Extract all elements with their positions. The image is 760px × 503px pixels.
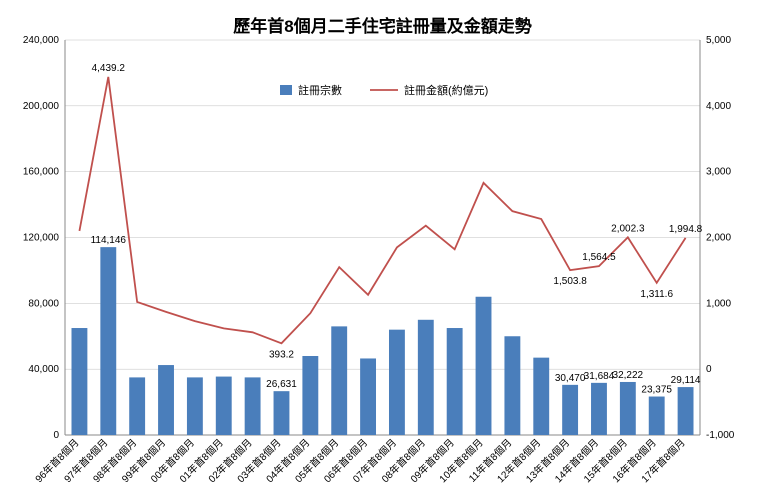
- bar: [71, 328, 87, 435]
- bar: [216, 377, 232, 435]
- chart-container: 0 40,000 80,000 120,000 160,000 200,000 240,00…: [0, 0, 760, 503]
- bar: [360, 358, 376, 435]
- line-value-label: 1,311.6: [640, 289, 673, 300]
- bar: [678, 387, 694, 435]
- bar-value-label: 29,114: [671, 375, 701, 386]
- chart-svg: 0 40,000 80,000 120,000 160,000 200,000 240,00…: [0, 0, 760, 503]
- right-axis-tick-label: 2,000: [706, 233, 731, 244]
- bar: [129, 377, 145, 435]
- bar: [389, 330, 405, 435]
- bar-value-label: 26,631: [266, 379, 297, 390]
- left-axis-tick-label: 240,000: [23, 35, 60, 46]
- line-value-label: 1,503.8: [553, 276, 587, 287]
- left-axis-tick-label: 120,000: [23, 233, 60, 244]
- bar: [245, 377, 261, 435]
- right-axis-tick-label: 4,000: [706, 101, 731, 112]
- right-axis-tick-label: 1,000: [706, 298, 731, 309]
- left-axis-tick-label: 160,000: [23, 167, 60, 178]
- bar: [418, 320, 434, 435]
- line-value-label: 1,994.8: [669, 224, 703, 235]
- bar-value-label: 30,470: [555, 373, 586, 384]
- left-axis-tick-label: 40,000: [28, 364, 59, 375]
- line-value-label: 2,002.3: [611, 223, 645, 234]
- bar: [331, 326, 347, 435]
- bar-value-label: 32,222: [613, 370, 644, 381]
- bar-value-label: 31,684: [584, 371, 615, 382]
- legend-line-label: 註冊金額(約億元): [404, 83, 488, 97]
- left-axis-tick-label: 200,000: [23, 101, 60, 112]
- bar: [504, 336, 520, 435]
- right-axis-tick-label: 5,000: [706, 35, 731, 46]
- bar: [476, 297, 492, 435]
- line-value-label: 4,439.2: [92, 63, 126, 74]
- bar: [274, 391, 290, 435]
- bar: [562, 385, 578, 435]
- bar: [591, 383, 607, 435]
- bar: [447, 328, 463, 435]
- left-axis-tick-label: 80,000: [28, 298, 59, 309]
- bar: [620, 382, 636, 435]
- right-axis-tick-label: -1,000: [706, 430, 735, 441]
- line-value-label: 393.2: [269, 349, 294, 360]
- bar: [533, 358, 549, 435]
- line-value-label: 1,564.5: [582, 252, 616, 263]
- bar: [302, 356, 318, 435]
- left-axis-tick-label: 0: [53, 430, 59, 441]
- right-axis-tick-label: 3,000: [706, 167, 731, 178]
- legend-bar-label: 註冊宗數: [298, 83, 342, 97]
- bar: [649, 397, 665, 435]
- bar-value-label: 23,375: [641, 385, 672, 396]
- right-axis-tick-label: 0: [706, 364, 712, 375]
- legend-bar-swatch: [280, 85, 292, 95]
- bar: [158, 365, 174, 435]
- chart-title: 歷年首8個月二手住宅註冊量及金額走勢: [233, 16, 531, 36]
- bar: [100, 247, 116, 435]
- bar: [187, 377, 203, 435]
- bar-value-label: 114,146: [91, 235, 127, 246]
